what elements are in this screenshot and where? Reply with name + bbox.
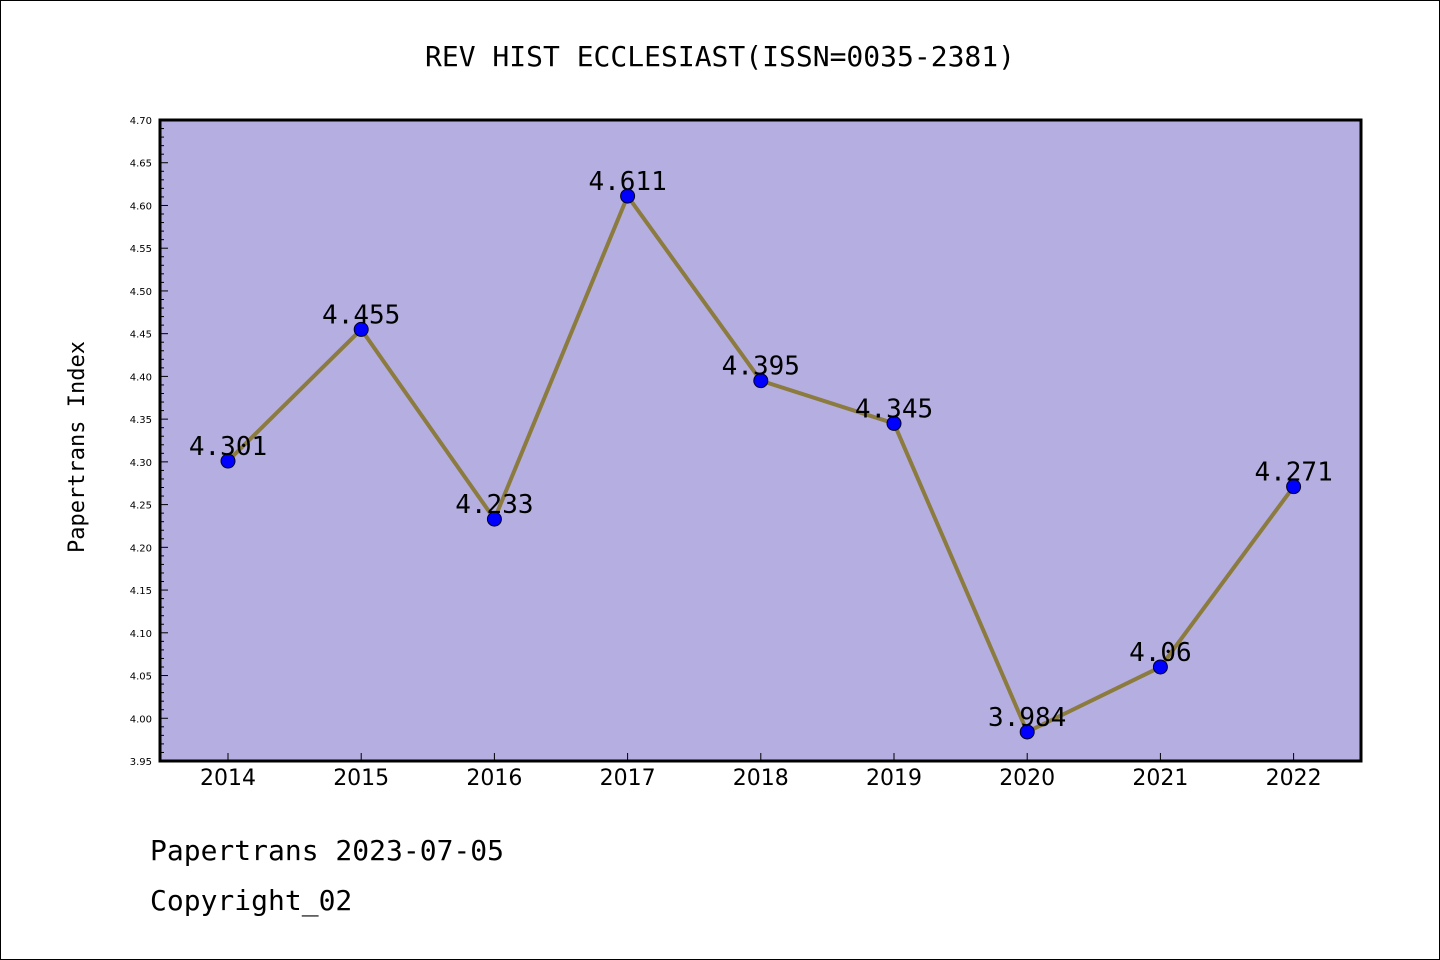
data-label-2015: 4.455	[322, 300, 400, 330]
x-tick-label: 2014	[200, 766, 256, 791]
x-tick-label: 2022	[1266, 766, 1322, 791]
footer-copyright: Copyright_02	[150, 884, 353, 917]
data-point-2022	[1286, 479, 1302, 495]
data-label-2014: 4.301	[189, 432, 267, 462]
data-labels: 4.301 4.455 4.233 4.611 4.395 4.345 3.984 4.06 4…	[189, 167, 1333, 733]
data-label-2021: 4.06	[1129, 638, 1192, 668]
x-tick-label: 2015	[333, 766, 389, 791]
data-points	[220, 188, 1302, 740]
y-tick-label: 4.50	[130, 287, 152, 298]
footer-date: Papertrans 2023-07-05	[150, 834, 505, 867]
y-tick-label: 4.60	[130, 201, 152, 212]
y-tick-label: 4.65	[130, 159, 152, 170]
y-tick-label: 4.55	[130, 244, 152, 255]
y-tick-label: 4.25	[130, 501, 152, 512]
data-point-2020	[1019, 724, 1035, 740]
x-tick-label: 2017	[600, 766, 656, 791]
y-tick-label: 4.00	[130, 714, 152, 725]
y-tick-label: 4.45	[130, 330, 152, 341]
y-tick-label: 4.10	[130, 629, 152, 640]
y-tick-label: 4.20	[130, 543, 152, 554]
y-axis-label: Papertrans Index	[65, 341, 90, 553]
data-label-2016: 4.233	[455, 490, 533, 520]
x-axis: 2014 2015 2016 2017 2018 2019 2020 2021 2022	[200, 753, 1322, 791]
x-tick-label: 2020	[999, 766, 1055, 791]
y-tick-label: 4.05	[130, 672, 152, 683]
y-tick-label: 4.70	[130, 116, 152, 127]
data-label-2019: 4.345	[855, 394, 933, 424]
plot-border	[158, 118, 1363, 763]
data-point-2014	[220, 453, 236, 469]
x-tick-label: 2021	[1132, 766, 1188, 791]
y-tick-label: 4.35	[130, 415, 152, 426]
y-tick-label: 4.40	[130, 372, 152, 383]
data-point-2016	[486, 511, 502, 527]
data-label-2020: 3.984	[988, 703, 1066, 733]
data-label-2017: 4.611	[588, 167, 666, 197]
data-label-2018: 4.395	[722, 352, 800, 382]
data-point-2019	[886, 415, 902, 431]
y-tick-label: 4.30	[130, 458, 152, 469]
y-tick-label: 3.95	[130, 757, 152, 768]
x-tick-label: 2018	[733, 766, 789, 791]
data-point-2017	[620, 188, 636, 204]
plot-area	[160, 120, 1361, 761]
x-tick-label: 2019	[866, 766, 922, 791]
data-label-2022: 4.271	[1254, 458, 1332, 488]
data-point-2015	[353, 321, 369, 337]
data-point-2021	[1152, 659, 1168, 675]
y-tick-label: 4.15	[130, 586, 152, 597]
chart-title: REV HIST ECCLESIAST(ISSN=0035-2381)	[425, 40, 1015, 73]
data-point-2018	[753, 373, 769, 389]
x-tick-label: 2016	[466, 766, 522, 791]
